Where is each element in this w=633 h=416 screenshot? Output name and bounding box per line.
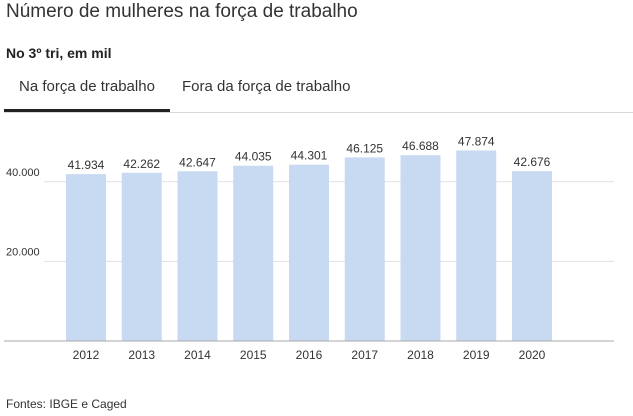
bar xyxy=(512,171,552,341)
chart-title: Número de mulheres na força de trabalho xyxy=(6,1,358,22)
bar xyxy=(121,172,162,341)
data-label: 42.676 xyxy=(514,155,551,169)
bar xyxy=(400,155,441,341)
data-label: 42.262 xyxy=(123,157,160,171)
data-label: 44.301 xyxy=(291,149,328,163)
source-note: Fontes: IBGE e Caged xyxy=(6,397,127,411)
bar xyxy=(233,165,274,341)
y-tick-label: 20.000 xyxy=(6,246,40,258)
data-label: 46.688 xyxy=(402,139,439,153)
x-tick-label: 2017 xyxy=(351,348,378,362)
x-tick-label: 2014 xyxy=(184,348,211,362)
bar-chart: 20.000 40.000 41.934 2012 42.262 2013 42.647 20… xyxy=(4,134,614,362)
data-label: 41.934 xyxy=(68,158,105,172)
x-tick-label: 2012 xyxy=(73,348,100,362)
bar xyxy=(289,164,329,341)
tab-bar: Na força de trabalho Fora da força de tr… xyxy=(4,66,633,113)
y-tick-label: 40.000 xyxy=(6,167,40,179)
x-tick-label: 2013 xyxy=(128,348,155,362)
bar xyxy=(66,174,106,341)
bar xyxy=(456,150,497,341)
chart-subtitle: No 3º tri, em mil xyxy=(6,45,112,61)
bar xyxy=(344,157,385,341)
x-tick-label: 2020 xyxy=(519,348,546,362)
x-tick-label: 2016 xyxy=(296,348,323,362)
x-tick-label: 2015 xyxy=(240,348,267,362)
data-label: 46.125 xyxy=(346,141,383,155)
x-tick-label: 2019 xyxy=(463,348,490,362)
bar xyxy=(177,171,218,341)
x-tick-label: 2018 xyxy=(407,348,434,362)
data-label: 47.874 xyxy=(458,134,495,148)
tab-na-forca-de-trabalho[interactable]: Na força de trabalho xyxy=(4,78,170,112)
data-label: 44.035 xyxy=(235,150,272,164)
tab-fora-da-forca-de-trabalho[interactable]: Fora da força de trabalho xyxy=(182,78,351,95)
data-label: 42.647 xyxy=(179,155,216,169)
